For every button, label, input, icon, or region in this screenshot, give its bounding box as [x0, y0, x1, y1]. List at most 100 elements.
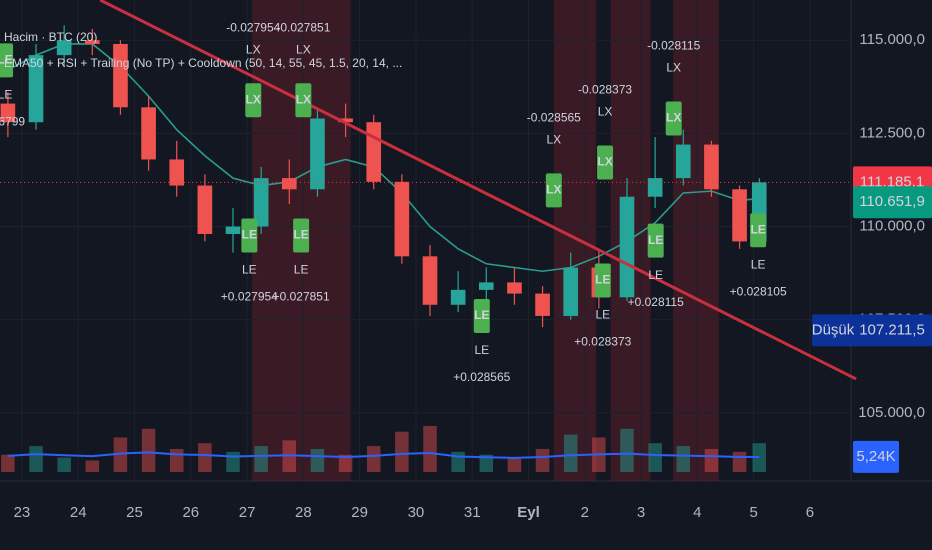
volume-bar	[395, 431, 409, 472]
volume-bar	[113, 437, 128, 472]
volume-bar	[57, 457, 71, 472]
volume-bar	[366, 446, 381, 472]
trade-marker-label: LE	[474, 308, 489, 322]
trade-label: LX	[296, 42, 311, 56]
x-tick-label: 24	[70, 504, 87, 521]
candle-body	[141, 107, 156, 160]
candle-body	[281, 178, 297, 190]
volume-bar	[620, 428, 634, 472]
trade-marker	[750, 213, 767, 248]
trade-marker-label: LX	[296, 92, 311, 106]
volume-bar	[507, 457, 522, 472]
candle-body	[394, 181, 410, 257]
trade-label: LE	[0, 88, 12, 102]
x-tick-label: 23	[14, 504, 31, 521]
trade-pnl: 026799	[0, 115, 25, 129]
trade-label: LE	[648, 268, 663, 282]
trade-marker	[0, 43, 14, 78]
x-tick-label: 5	[749, 504, 757, 521]
trade-pnl: +0.028115	[628, 295, 684, 309]
trade-marker-label: LE	[750, 222, 765, 236]
trade-label: LE	[474, 343, 489, 357]
trade-marker-label: LX	[546, 183, 561, 197]
candle-body	[675, 144, 691, 179]
trade-label: LE	[242, 263, 257, 277]
y-tick-label: 112.500,0	[859, 124, 925, 141]
volume-bar	[85, 460, 100, 472]
trade-marker	[295, 83, 312, 118]
trade-pnl: +0.028565	[453, 370, 510, 384]
y-tick-label: 110.000,0	[859, 217, 925, 234]
trade-marker-label: LE	[595, 273, 610, 287]
trade-pnl: -0.027851	[276, 20, 330, 34]
candle-body	[0, 103, 16, 123]
candle-body	[507, 282, 522, 294]
volume-bar	[169, 448, 184, 472]
trade-marker	[597, 145, 614, 180]
price-tag-name: Düşük	[812, 321, 855, 338]
volume-bar	[732, 451, 747, 472]
price-tag-label: 110.651,9	[859, 193, 925, 210]
candle-body	[84, 40, 100, 44]
candle-body	[338, 118, 353, 123]
trade-marker-label: LE	[293, 228, 308, 242]
candle-body	[732, 189, 747, 242]
ema-line	[7, 43, 760, 273]
volume-bar	[479, 454, 494, 472]
volume-bar	[423, 425, 437, 472]
trade-label: LX	[546, 133, 561, 147]
volume-bar	[198, 443, 212, 472]
volume-bar	[676, 446, 691, 472]
x-tick-label: 6	[806, 504, 814, 521]
candle-body	[225, 226, 241, 234]
volume-bar	[141, 428, 156, 472]
x-tick-label: 31	[464, 504, 481, 521]
x-tick-label: 3	[637, 504, 645, 521]
volume-tag	[853, 440, 899, 473]
trade-marker	[293, 218, 310, 253]
trade-marker-label: LX	[666, 111, 681, 125]
x-tick-label: 29	[351, 504, 368, 521]
candle-body	[310, 118, 325, 190]
trade-label: LX	[666, 61, 681, 75]
trade-label: LE	[294, 263, 309, 277]
volume-bar	[648, 443, 662, 472]
volume-bar	[704, 448, 719, 472]
trade-label: LX	[246, 42, 261, 56]
volume-ma-line	[7, 451, 760, 459]
x-tick-label: 2	[581, 504, 589, 521]
price-tag-name-box	[812, 314, 854, 347]
trade-marker-label: LX	[597, 155, 612, 169]
trade-marker	[473, 298, 490, 333]
candle-body	[563, 267, 579, 316]
trade-pnl: +0.027851	[273, 290, 330, 304]
x-tick-label: Eyl	[517, 504, 540, 521]
volume-bar	[29, 446, 43, 472]
x-tick-label: 25	[126, 504, 143, 521]
candle-body	[478, 282, 494, 290]
candle-body	[450, 289, 466, 305]
volume-bar	[226, 451, 240, 472]
trade-marker	[647, 223, 664, 258]
price-tag-label: 111.185,1	[860, 173, 925, 190]
x-tick-label: 4	[693, 504, 701, 521]
candle-body	[56, 40, 72, 56]
x-tick-label: 28	[295, 504, 312, 521]
trade-pnl: +0.028105	[730, 284, 787, 298]
trade-label: LE	[751, 257, 766, 271]
trade-marker	[665, 101, 682, 136]
volume-bar	[310, 448, 325, 472]
volume-bar	[535, 448, 550, 472]
trade-marker	[594, 263, 611, 298]
trade-marker-label: LX	[246, 92, 261, 106]
trade-pnl: +0.028373	[574, 335, 631, 349]
volume-tag-label: 5,24K	[856, 448, 895, 465]
legend-entry: Hacim · BTC (20)	[4, 30, 97, 44]
highlight-range	[553, 0, 597, 481]
legend-entry: EMA50 + RSI + Trailing (No TP) + Cooldow…	[4, 56, 402, 70]
highlight-range	[673, 0, 719, 481]
x-tick-label: 30	[408, 504, 425, 521]
volume-bar	[1, 454, 15, 472]
